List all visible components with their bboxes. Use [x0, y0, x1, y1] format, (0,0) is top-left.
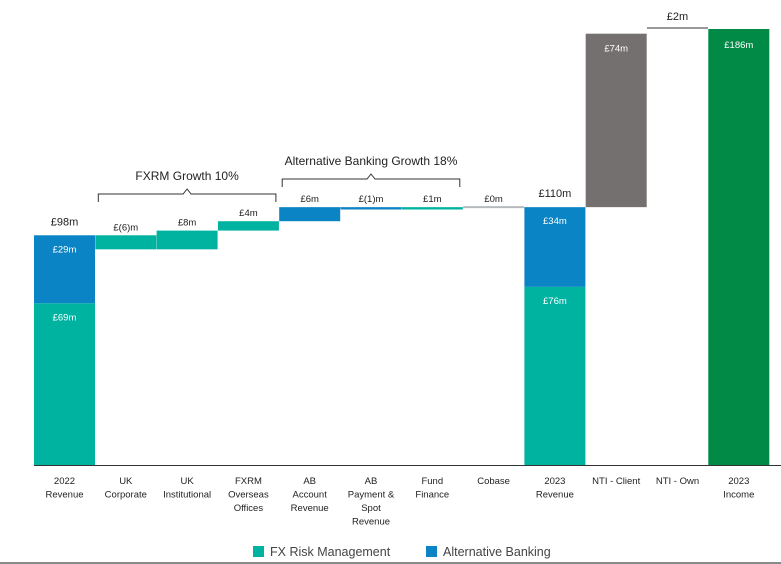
legend-swatch-1 — [426, 546, 437, 557]
x-tick-label-5-0: AB — [365, 476, 378, 487]
bar-11-seg-0-label: £186m — [724, 40, 753, 51]
x-tick-label-4-0: AB — [303, 476, 316, 487]
bar-0-seg-0 — [34, 303, 95, 465]
x-tick-label-1-0: UK — [119, 476, 133, 487]
x-tick-label-0-0: 2022 — [54, 476, 75, 487]
bar-6-seg-0 — [401, 207, 463, 210]
group-brace-0 — [97, 188, 277, 202]
x-tick-label-11-0: 2023 — [728, 476, 749, 487]
x-tick-label-4-1: Account — [293, 490, 328, 501]
x-tick-label-3-2: Offices — [234, 503, 264, 514]
bar-1-seg-0-label: £(6)m — [113, 222, 138, 233]
legend-swatch-0 — [253, 546, 264, 557]
bar-8-seg-1 — [524, 207, 586, 287]
x-tick-label-1-1: Corporate — [105, 490, 147, 501]
x-tick-label-2-1: Institutional — [163, 490, 211, 501]
bar-4-seg-0-label: £6m — [300, 194, 319, 205]
bar-7-seg-0 — [463, 206, 525, 209]
bar-9-seg-0 — [585, 33, 647, 208]
x-tick-label-9-0: NTI - Client — [592, 476, 640, 487]
group-label-1: Alternative Banking Growth 18% — [285, 154, 458, 168]
bar-2-seg-0-label: £8m — [178, 218, 197, 229]
bar-6-seg-0-label: £1m — [423, 194, 442, 205]
group-brace-1 — [281, 173, 461, 187]
bar-5-seg-0-label: £(1)m — [359, 194, 384, 205]
x-tick-label-5-2: Spot — [361, 503, 381, 514]
x-tick-label-7-0: Cobase — [477, 476, 510, 487]
x-tick-label-2-0: UK — [180, 476, 194, 487]
bar-2-seg-0 — [156, 230, 218, 250]
bar-5-seg-0 — [340, 207, 402, 210]
legend-label-0: FX Risk Management — [270, 545, 391, 559]
bar-9-seg-0-label: £74m — [604, 44, 628, 55]
x-tick-label-4-2: Revenue — [291, 503, 329, 514]
legend-label-1: Alternative Banking — [443, 545, 551, 559]
bar-7-seg-0-label: £0m — [484, 194, 503, 205]
group-label-0: FXRM Growth 10% — [135, 169, 239, 183]
x-tick-label-6-0: Fund — [421, 476, 443, 487]
bar-0-seg-0-label: £69m — [53, 312, 77, 323]
x-tick-label-8-1: Revenue — [536, 490, 574, 501]
x-tick-label-10-0: NTI - Own — [656, 476, 699, 487]
x-tick-label-0-1: Revenue — [45, 490, 83, 501]
bar-4-seg-0 — [279, 207, 341, 222]
bar-10-seg-0-label: £2m — [667, 11, 688, 23]
bar-8-seg-1-label: £34m — [543, 216, 567, 227]
bar-8-seg-0 — [524, 286, 586, 465]
bar-0-seg-1-label: £29m — [53, 244, 77, 255]
bar-1-seg-0 — [95, 235, 157, 250]
bar-11-seg-0 — [708, 29, 770, 465]
x-tick-label-11-1: Income — [723, 490, 754, 501]
bar-3-seg-0-label: £4m — [239, 208, 258, 219]
bar-3-seg-0 — [217, 221, 279, 231]
x-tick-label-5-1: Payment & — [348, 490, 395, 501]
bar-0-seg-1 — [34, 235, 95, 304]
x-tick-label-3-1: Overseas — [228, 490, 269, 501]
x-tick-label-3-0: FXRM — [235, 476, 262, 487]
x-tick-label-5-3: Revenue — [352, 517, 390, 528]
x-tick-label-8-0: 2023 — [544, 476, 565, 487]
bar-8-total-label: £110m — [538, 188, 571, 200]
x-tick-label-6-1: Finance — [415, 490, 449, 501]
bar-8-seg-0-label: £76m — [543, 296, 567, 307]
bar-0-total-label: £98m — [51, 216, 79, 228]
